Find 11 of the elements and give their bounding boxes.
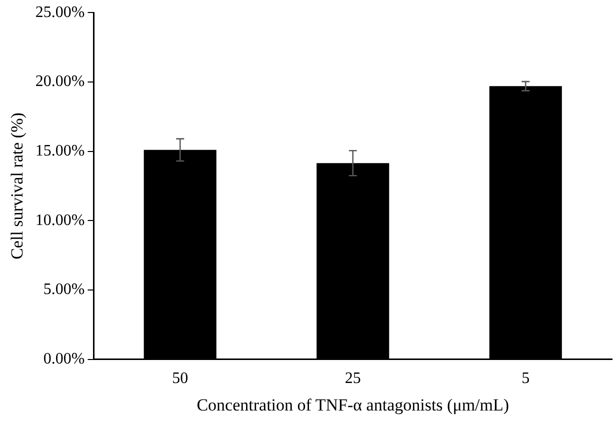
y-tick-label: 15.00% (35, 142, 85, 160)
x-tick-label: 25 (344, 370, 361, 388)
y-tick-label: 25.00% (35, 4, 85, 21)
y-tick-label: 5.00% (43, 281, 85, 298)
x-axis-title: Concentration of TNF-α antagonists (μm/mL) (196, 395, 510, 414)
y-tick-label: 20.00% (35, 73, 85, 90)
x-tick-label: 5 (522, 370, 530, 388)
x-tick-label: 50 (172, 370, 188, 388)
y-tick-label: 0.00% (43, 350, 85, 368)
y-tick-label: 10.00% (35, 212, 85, 229)
y-axis-title: Cell survival rate (%) (8, 112, 27, 260)
